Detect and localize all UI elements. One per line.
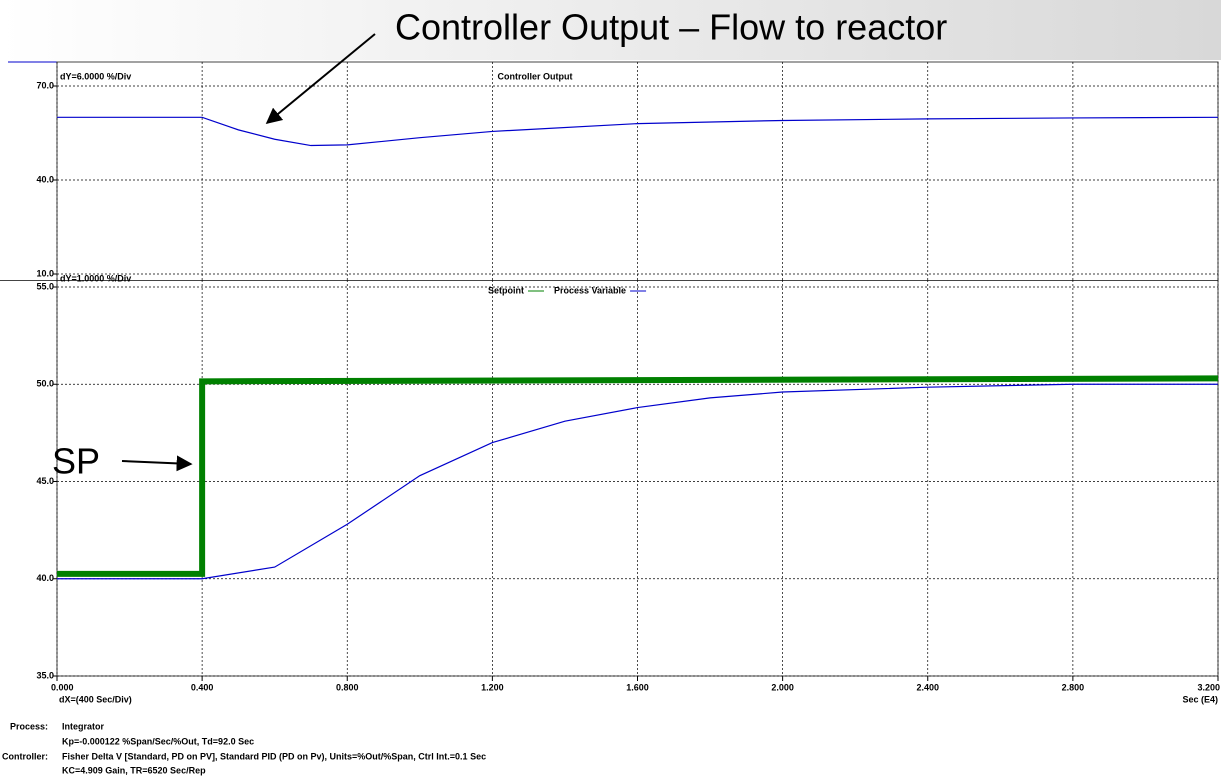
series-line (57, 383, 1218, 580)
y-tick-label: 50.0 (36, 379, 54, 389)
annotation: Controller Output – Flow to reactor (395, 7, 947, 48)
panel-scale: dY=1.0000 %/Div (60, 273, 131, 283)
footer-label: Controller: (2, 751, 48, 761)
series-line (57, 375, 1219, 577)
footer-text: Kp=-0.000122 %Span/Sec/%Out, Td=92.0 Sec (62, 736, 254, 746)
y-tick-label: 45.0 (36, 476, 54, 486)
legend-label: Setpoint (488, 285, 524, 295)
footer-text: Fisher Delta V [Standard, PD on PV], Sta… (62, 751, 486, 761)
footer-text: Integrator (62, 721, 105, 731)
x-tick-label: 0.400 (191, 682, 214, 692)
header-band (0, 0, 1221, 60)
footer-label: Process: (10, 721, 48, 731)
x-tick-label: 2.800 (1062, 682, 1085, 692)
series-line (57, 116, 1219, 147)
annotation: SP (52, 441, 100, 482)
arrow (265, 33, 376, 125)
x-tick-label: 1.600 (626, 682, 649, 692)
y-tick-label: 35.0 (36, 670, 54, 680)
x-tick-label: 2.000 (771, 682, 794, 692)
panel-title: Controller Output (498, 71, 573, 81)
x-tick-label: 0.800 (336, 682, 359, 692)
x-axis-unit: Sec (E4) (1182, 694, 1218, 704)
x-tick-label: 1.200 (481, 682, 504, 692)
footer-text: KC=4.909 Gain, TR=6520 Sec/Rep (62, 765, 206, 775)
panel-scale: dY=6.0000 %/Div (60, 71, 131, 81)
x-tick-label: 3.200 (1197, 682, 1220, 692)
y-tick-label: 40.0 (36, 174, 54, 184)
x-tick-label: 2.400 (916, 682, 939, 692)
y-tick-label: 55.0 (36, 281, 54, 291)
x-axis-label: dX=(400 Sec/Div) (59, 694, 132, 704)
arrow (121, 455, 193, 472)
y-tick-label: 40.0 (36, 573, 54, 583)
y-tick-label: 70.0 (36, 80, 54, 90)
y-tick-label: 10.0 (36, 268, 54, 278)
x-tick-label: 0.000 (51, 682, 74, 692)
legend-label: Process Variable (554, 285, 626, 295)
